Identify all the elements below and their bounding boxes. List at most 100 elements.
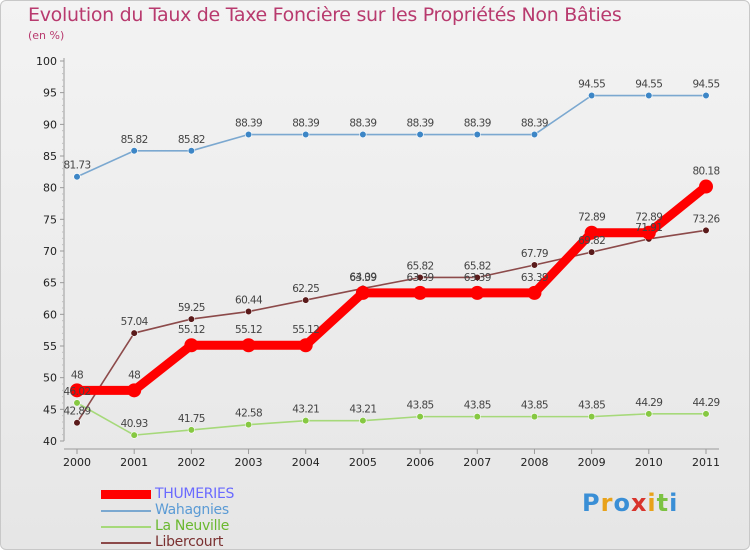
legend-swatch-wahagnies: [101, 510, 151, 512]
data-label-wahagnies: 94.55: [578, 79, 605, 91]
data-label-la-neuville: 41.75: [178, 413, 205, 425]
data-point-la-neuville: [588, 413, 596, 421]
data-point-wahagnies: [416, 130, 424, 139]
legend-label-la-neuville: La Neuville: [155, 518, 230, 534]
logo-letter: r: [600, 489, 614, 517]
logo-letter: i: [669, 489, 679, 517]
data-point-thumeries: [527, 285, 542, 300]
legend-label-libercourt: Libercourt: [155, 534, 224, 550]
unit-label: (en %): [28, 29, 65, 42]
proxiti-logo: Proxiti: [582, 489, 678, 517]
x-tick-label: 2010: [635, 456, 663, 469]
data-label-wahagnies: 88.39: [349, 118, 376, 130]
x-tick-label: 2001: [120, 456, 148, 469]
data-label-la-neuville: 43.85: [578, 400, 605, 412]
data-point-libercourt: [187, 315, 195, 323]
x-tick-label: 2011: [692, 456, 720, 469]
data-label-wahagnies: 88.39: [407, 118, 434, 130]
data-label-la-neuville: 43.21: [349, 404, 376, 416]
logo-letter: i: [647, 489, 657, 517]
data-point-libercourt: [130, 329, 138, 337]
x-tick-label: 2003: [235, 456, 263, 469]
data-point-thumeries: [641, 225, 656, 240]
data-label-libercourt: 65.82: [464, 260, 491, 272]
data-label-libercourt: 65.82: [407, 260, 434, 272]
data-point-wahagnies: [473, 130, 481, 139]
y-tick-label: 80: [43, 182, 57, 195]
x-tick-label: 2005: [349, 456, 377, 469]
series-line-libercourt: [76, 229, 707, 424]
y-tick-label: 90: [43, 118, 57, 131]
data-label-la-neuville: 42.58: [235, 408, 262, 420]
x-tick-label: 2004: [292, 456, 320, 469]
data-label-thumeries: 63.39: [407, 272, 434, 284]
data-label-la-neuville: 40.93: [121, 418, 148, 430]
y-tick-label: 65: [43, 277, 57, 290]
data-point-libercourt: [302, 296, 310, 304]
x-tick-label: 2006: [406, 456, 434, 469]
data-point-thumeries: [413, 285, 428, 300]
data-point-thumeries: [584, 225, 599, 240]
data-label-thumeries: 63.39: [349, 272, 376, 284]
data-point-libercourt: [473, 273, 481, 282]
data-label-thumeries: 55.12: [292, 324, 319, 336]
data-label-thumeries: 72.89: [578, 212, 605, 224]
legend-swatch-libercourt: [101, 542, 151, 544]
data-label-la-neuville: 46.02: [63, 386, 90, 398]
x-tick-label: 2007: [463, 456, 491, 469]
logo-letter: o: [613, 489, 631, 517]
data-point-thumeries: [470, 285, 485, 300]
data-point-la-neuville: [73, 399, 81, 407]
data-label-wahagnies: 88.39: [235, 118, 262, 130]
data-label-la-neuville: 43.21: [292, 404, 319, 416]
data-label-thumeries: 72.89: [635, 212, 662, 224]
data-label-la-neuville: 43.85: [407, 400, 434, 412]
data-point-wahagnies: [244, 130, 253, 139]
data-point-thumeries: [355, 285, 370, 300]
data-point-la-neuville: [416, 413, 424, 421]
series-line-la-neuville: [76, 402, 707, 436]
data-point-wahagnies: [359, 130, 367, 139]
data-label-thumeries: 55.12: [235, 324, 262, 336]
data-point-la-neuville: [244, 421, 253, 429]
data-point-libercourt: [73, 419, 81, 427]
data-label-libercourt: 59.25: [178, 302, 205, 314]
data-point-thumeries: [70, 383, 84, 398]
data-labels-layer: 81.73 85.82 85.82 88.39 88.39 88.39 88.39 88.39…: [63, 79, 721, 431]
data-label-wahagnies: 85.82: [121, 134, 148, 146]
data-label-wahagnies: 88.39: [464, 118, 491, 130]
data-point-wahagnies: [645, 91, 653, 100]
y-tick-label: 70: [43, 245, 57, 258]
logo-letter: x: [630, 489, 648, 517]
legend-label-wahagnies: Wahagnies: [155, 502, 229, 518]
data-label-wahagnies: 94.55: [635, 79, 662, 91]
data-label-la-neuville: 43.85: [521, 400, 548, 412]
x-tick-label: 2002: [177, 456, 205, 469]
data-point-thumeries: [699, 179, 713, 194]
data-point-la-neuville: [187, 426, 195, 434]
data-point-libercourt: [530, 261, 539, 269]
legend-swatch-la-neuville: [101, 526, 151, 528]
data-point-la-neuville: [130, 431, 138, 439]
y-tick-label: 95: [43, 87, 57, 100]
legend-swatch-thumeries: [101, 490, 151, 499]
data-label-wahagnies: 81.73: [63, 160, 90, 172]
data-point-wahagnies: [702, 91, 710, 100]
y-tick-label: 100: [36, 55, 57, 68]
data-point-libercourt: [588, 248, 596, 256]
data-point-libercourt: [702, 226, 710, 234]
data-label-thumeries: 48: [71, 369, 83, 381]
data-point-wahagnies: [130, 147, 138, 155]
data-label-wahagnies: 85.82: [178, 134, 205, 146]
data-label-libercourt: 64.09: [349, 271, 376, 283]
data-point-la-neuville: [473, 413, 481, 421]
data-point-la-neuville: [645, 410, 653, 418]
y-tick-label: 75: [43, 213, 57, 226]
data-point-wahagnies: [588, 91, 596, 100]
x-tick-label: 2008: [520, 456, 548, 469]
data-point-thumeries: [298, 338, 313, 353]
data-point-wahagnies: [302, 130, 310, 139]
data-label-la-neuville: 43.85: [464, 400, 491, 412]
data-point-libercourt: [416, 273, 424, 282]
